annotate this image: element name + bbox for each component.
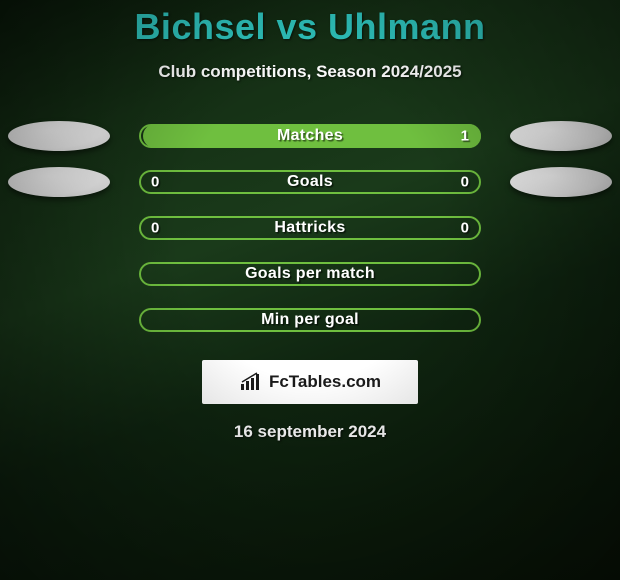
stat-value-left: 0 xyxy=(151,220,159,237)
stat-row: Matches 1 xyxy=(0,124,620,148)
player-badge-left xyxy=(8,167,110,197)
stat-bar: Hattricks 0 0 xyxy=(139,216,481,240)
brand-badge: FcTables.com xyxy=(202,360,418,404)
stat-row: Goals per match xyxy=(0,262,620,286)
brand-chart-icon xyxy=(239,372,265,392)
stat-bar: Matches 1 xyxy=(139,124,481,148)
stat-rows: Matches 1 Goals 0 0 Hattricks 0 0 Goals per matc… xyxy=(0,124,620,332)
stat-label: Goals per match xyxy=(245,265,375,283)
stat-label: Goals xyxy=(287,173,333,191)
comparison-card: Bichsel vs Uhlmann Club competitions, Se… xyxy=(0,0,620,442)
stat-bar: Min per goal xyxy=(139,308,481,332)
stat-value-right: 1 xyxy=(461,128,469,145)
player-badge-right xyxy=(510,121,612,151)
stat-label: Min per goal xyxy=(261,311,359,329)
player-badge-right xyxy=(510,167,612,197)
stat-bar: Goals 0 0 xyxy=(139,170,481,194)
stat-value-right: 0 xyxy=(461,220,469,237)
stat-row: Goals 0 0 xyxy=(0,170,620,194)
stat-label: Matches xyxy=(277,127,343,145)
date-label: 16 september 2024 xyxy=(0,422,620,442)
stat-row: Hattricks 0 0 xyxy=(0,216,620,240)
stat-row: Min per goal xyxy=(0,308,620,332)
subtitle: Club competitions, Season 2024/2025 xyxy=(0,62,620,82)
stat-value-left: 0 xyxy=(151,174,159,191)
stat-value-right: 0 xyxy=(461,174,469,191)
stat-bar: Goals per match xyxy=(139,262,481,286)
player-badge-left xyxy=(8,121,110,151)
stat-label: Hattricks xyxy=(274,219,345,237)
page-title: Bichsel vs Uhlmann xyxy=(0,6,620,48)
brand-text: FcTables.com xyxy=(269,372,381,392)
